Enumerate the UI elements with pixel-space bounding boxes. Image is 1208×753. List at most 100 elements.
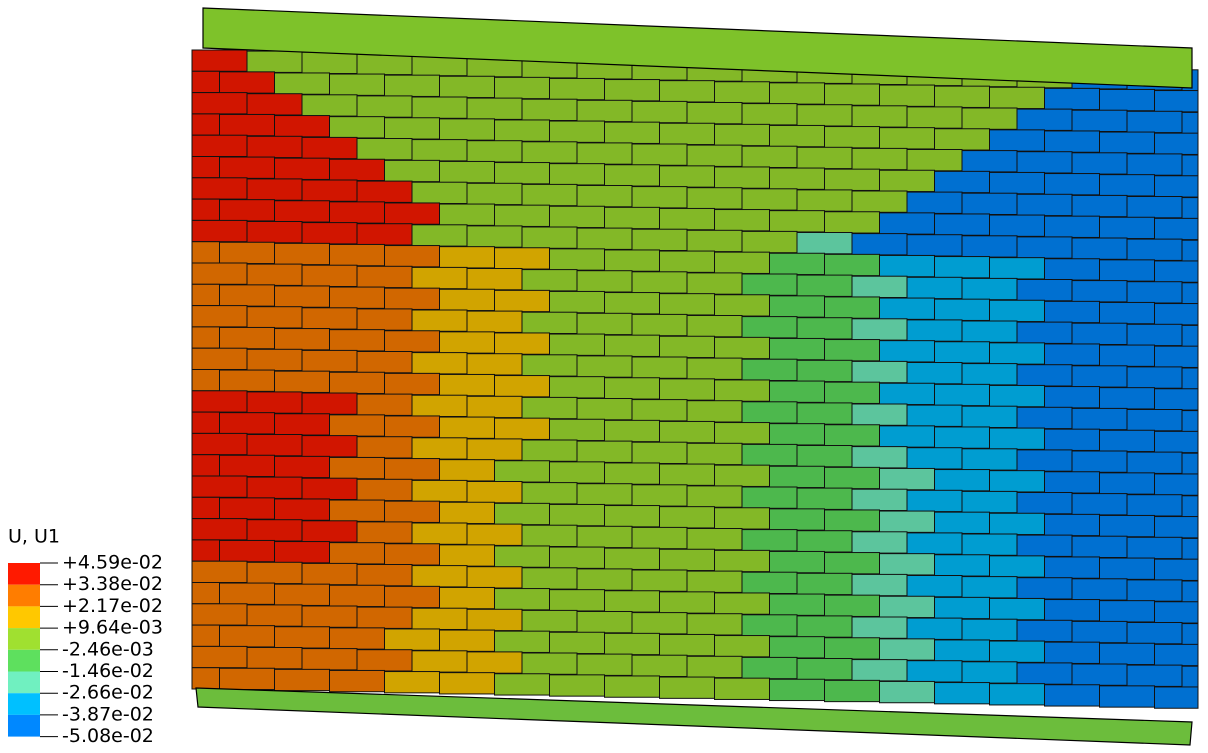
brick	[879, 382, 935, 406]
brick	[191, 411, 220, 434]
brick	[356, 393, 413, 416]
brick	[1154, 516, 1199, 539]
brick	[961, 618, 1018, 642]
brick	[1044, 386, 1100, 409]
brick	[494, 119, 550, 142]
brick	[1016, 449, 1073, 472]
brick	[439, 629, 495, 652]
brick	[301, 349, 358, 373]
brick	[851, 488, 908, 512]
brick	[1099, 472, 1155, 495]
brick	[356, 138, 413, 161]
brick	[741, 614, 798, 637]
brick	[1126, 110, 1183, 134]
brick	[741, 443, 798, 467]
brick	[1099, 642, 1155, 666]
brick	[659, 420, 715, 444]
brick	[494, 247, 550, 270]
brick	[906, 276, 963, 300]
brick	[934, 639, 990, 662]
brick	[301, 222, 358, 245]
brick	[824, 381, 880, 404]
brick	[576, 653, 633, 676]
brick	[246, 135, 303, 159]
brick	[274, 370, 330, 393]
legend-title: U, U1	[8, 526, 60, 548]
brick	[714, 592, 770, 615]
brick	[1099, 88, 1155, 112]
brick	[521, 226, 578, 249]
brick	[384, 287, 440, 310]
brick	[191, 347, 248, 371]
brick	[879, 212, 935, 235]
brick	[191, 624, 220, 647]
brick	[191, 582, 220, 605]
brick	[1154, 388, 1199, 411]
brick	[466, 268, 523, 291]
brick	[576, 525, 633, 549]
brick	[879, 467, 935, 491]
legend-label: +3.38e-02	[62, 573, 163, 595]
brick	[549, 674, 605, 697]
brick	[796, 274, 853, 297]
brick	[1099, 685, 1155, 708]
brick	[1016, 492, 1073, 515]
brick	[961, 576, 1018, 599]
brick	[1071, 152, 1128, 175]
brick	[549, 376, 605, 399]
brick	[1181, 111, 1199, 135]
brick	[219, 497, 275, 520]
brick	[961, 320, 1018, 343]
brick	[219, 667, 275, 691]
brick	[1044, 173, 1100, 196]
brick	[274, 328, 330, 351]
brick	[824, 552, 880, 575]
brick	[1154, 175, 1199, 198]
brick	[741, 103, 798, 126]
brick	[191, 518, 248, 541]
brick	[741, 529, 798, 552]
brick	[714, 422, 770, 445]
brick	[879, 84, 935, 107]
brick	[1181, 239, 1199, 262]
brick	[191, 326, 220, 349]
brick	[934, 298, 990, 321]
brick	[824, 637, 880, 660]
brick	[191, 432, 248, 456]
brick	[631, 612, 688, 635]
brick	[686, 613, 743, 636]
brick	[384, 159, 440, 183]
brick	[796, 487, 853, 510]
brick	[686, 655, 743, 679]
brick	[1016, 619, 1073, 643]
brick	[301, 605, 358, 628]
brick	[631, 100, 688, 124]
brick	[329, 286, 385, 309]
brick	[384, 117, 440, 140]
brick	[219, 582, 275, 605]
legend-label: +4.59e-02	[62, 552, 163, 574]
brick	[934, 383, 990, 407]
brick	[1181, 324, 1199, 348]
brick	[329, 243, 385, 267]
brick	[1126, 153, 1183, 176]
brick	[879, 127, 935, 150]
brick	[329, 584, 385, 608]
brick	[1071, 535, 1128, 559]
brick	[1181, 623, 1199, 646]
brick	[246, 178, 303, 201]
brick	[989, 342, 1045, 365]
brick	[769, 337, 825, 361]
brick	[1099, 514, 1155, 538]
brick	[219, 412, 275, 435]
brick	[274, 242, 330, 266]
brick	[191, 92, 248, 115]
brick	[1016, 364, 1073, 387]
brick	[631, 399, 688, 422]
brick	[1071, 493, 1128, 516]
brick	[439, 544, 495, 567]
brick	[494, 204, 550, 227]
brick	[686, 400, 743, 423]
brick	[549, 546, 605, 569]
brick	[494, 332, 550, 355]
